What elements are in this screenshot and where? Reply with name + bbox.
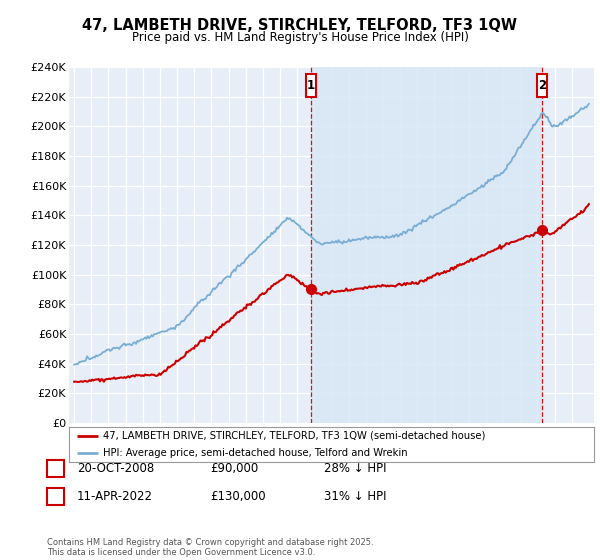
Text: HPI: Average price, semi-detached house, Telford and Wrekin: HPI: Average price, semi-detached house,…: [103, 449, 408, 458]
Text: 11-APR-2022: 11-APR-2022: [77, 490, 153, 503]
Text: 47, LAMBETH DRIVE, STIRCHLEY, TELFORD, TF3 1QW: 47, LAMBETH DRIVE, STIRCHLEY, TELFORD, T…: [83, 18, 517, 33]
Text: 20-OCT-2008: 20-OCT-2008: [77, 462, 154, 475]
FancyBboxPatch shape: [306, 74, 316, 97]
Text: 2: 2: [51, 490, 59, 503]
Text: 1: 1: [307, 80, 315, 92]
Text: £90,000: £90,000: [210, 462, 258, 475]
FancyBboxPatch shape: [537, 74, 547, 97]
Text: Price paid vs. HM Land Registry's House Price Index (HPI): Price paid vs. HM Land Registry's House …: [131, 31, 469, 44]
Text: 28% ↓ HPI: 28% ↓ HPI: [324, 462, 386, 475]
Text: 47, LAMBETH DRIVE, STIRCHLEY, TELFORD, TF3 1QW (semi-detached house): 47, LAMBETH DRIVE, STIRCHLEY, TELFORD, T…: [103, 431, 485, 441]
Text: 1: 1: [51, 462, 59, 475]
Text: 2: 2: [538, 80, 546, 92]
Bar: [311, 67, 542, 423]
Text: 31% ↓ HPI: 31% ↓ HPI: [324, 490, 386, 503]
Text: £130,000: £130,000: [210, 490, 266, 503]
Text: Contains HM Land Registry data © Crown copyright and database right 2025.
This d: Contains HM Land Registry data © Crown c…: [47, 538, 373, 557]
